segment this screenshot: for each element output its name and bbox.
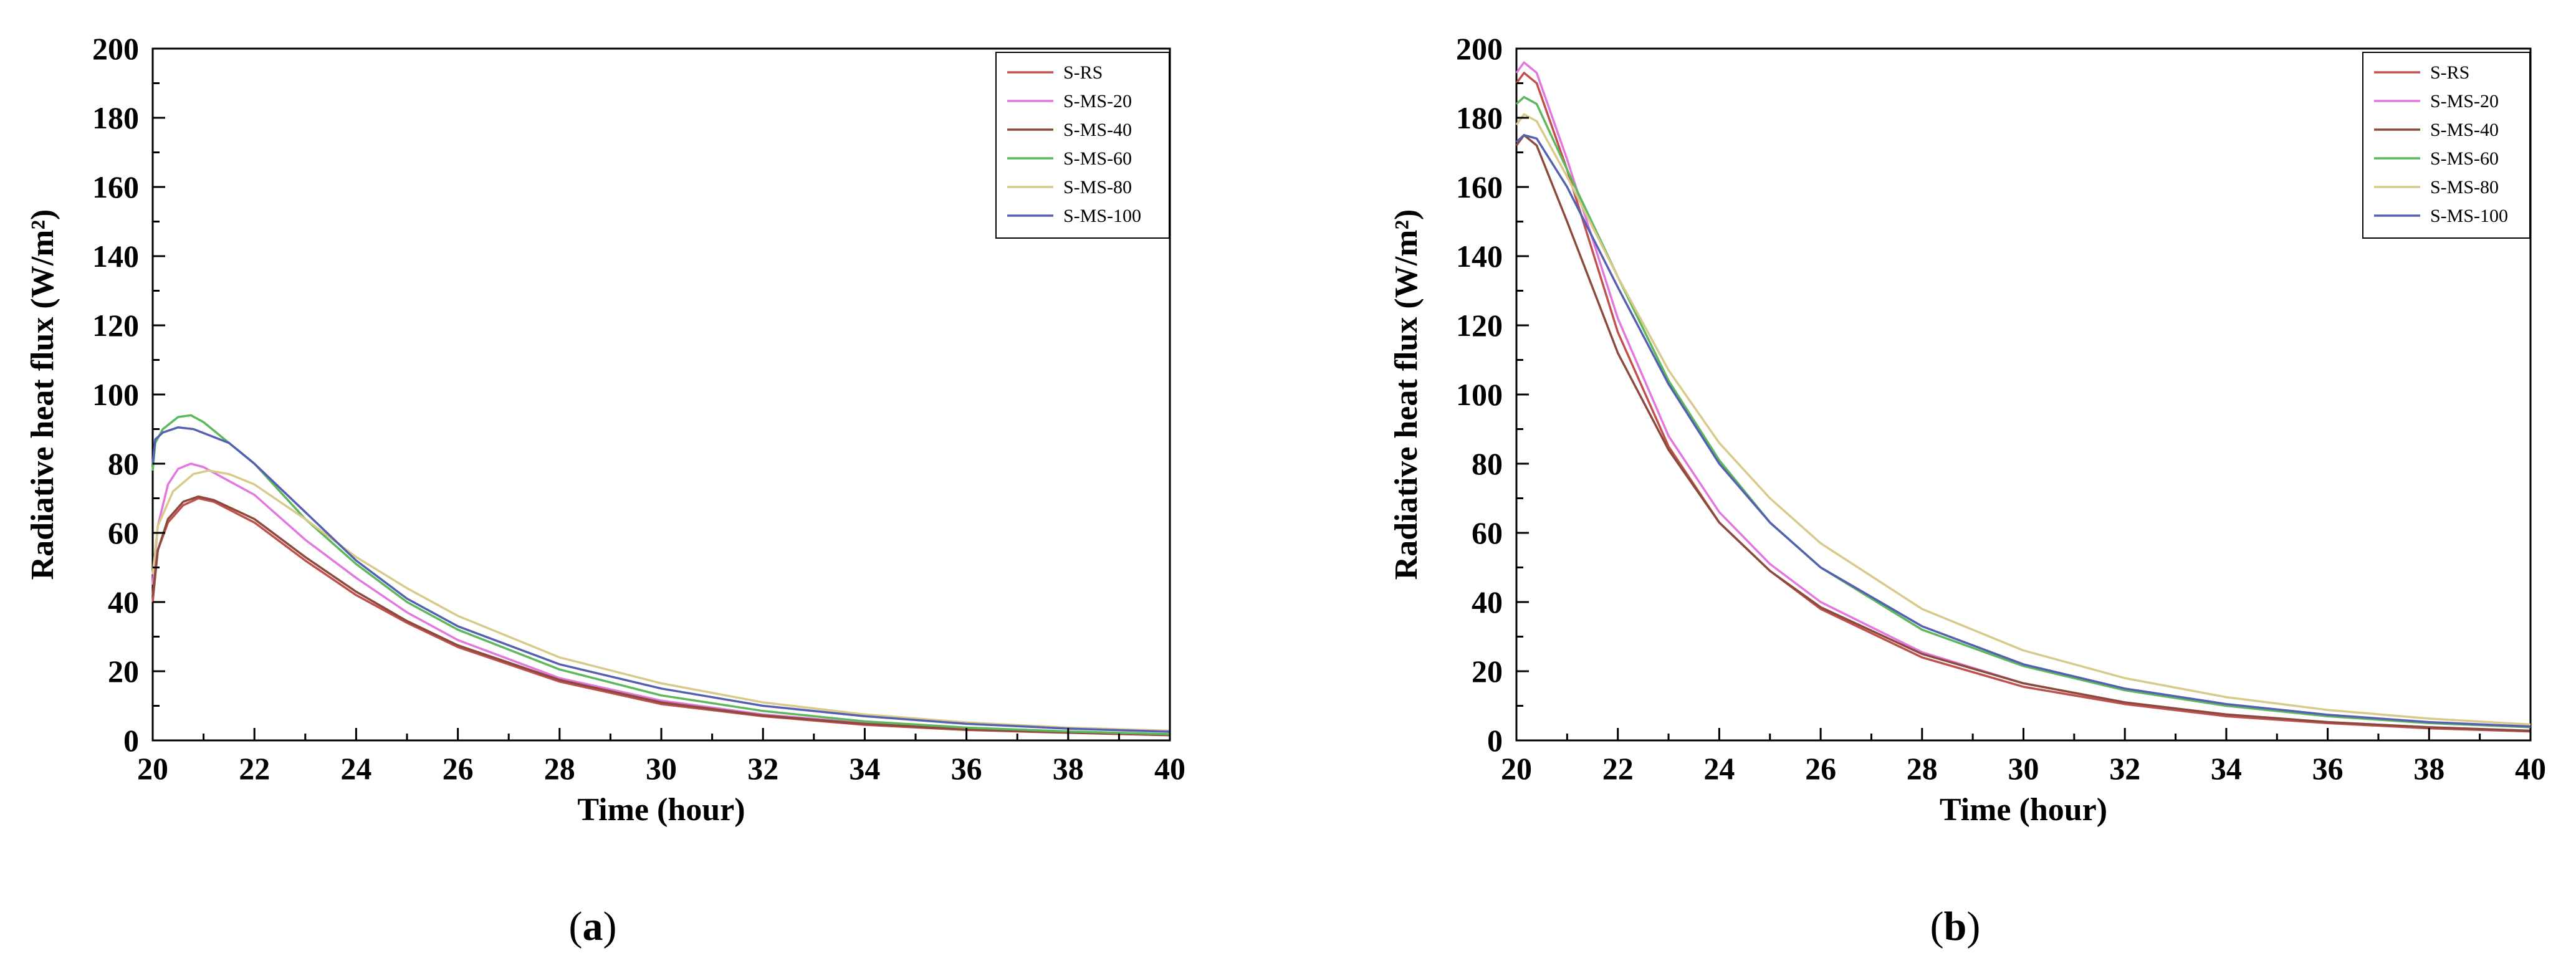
x-tick-label: 38 <box>1053 751 1084 786</box>
x-tick-label: 22 <box>1602 751 1634 786</box>
y-tick-label: 200 <box>1456 31 1503 66</box>
y-tick-label: 100 <box>1456 377 1503 412</box>
chart-panel-b: 20 22 24 26 28 30 32 34 36 38 40020406080100120140… <box>1389 31 2546 949</box>
x-tick-label: 30 <box>2008 751 2039 786</box>
series-line-s-ms-20 <box>151 462 1171 736</box>
y-tick-label: 20 <box>1472 654 1503 689</box>
legend-box <box>2362 52 2531 239</box>
legend-label: S-MS-100 <box>2430 206 2508 226</box>
x-tick-label: 32 <box>747 751 778 786</box>
y-tick-label: 160 <box>92 170 139 204</box>
x-tick-label: 36 <box>2312 751 2344 786</box>
x-tick-label: 40 <box>1154 751 1185 786</box>
y-tick-label: 160 <box>1456 170 1503 204</box>
y-tick-label: 80 <box>1472 446 1503 481</box>
series-line-s-ms-100 <box>151 426 1171 733</box>
series-line-s-ms-80 <box>1515 113 2531 726</box>
series-line-s-ms-80 <box>151 469 1171 732</box>
series-line-s-ms-60 <box>151 414 1171 735</box>
x-tick-label: 32 <box>2109 751 2140 786</box>
x-tick-label: 28 <box>544 751 575 786</box>
y-tick-label: 40 <box>1472 585 1503 619</box>
x-tick-label: 20 <box>137 751 168 786</box>
legend-label: S-MS-60 <box>1063 148 1132 169</box>
legend-label: S-MS-20 <box>2430 91 2499 112</box>
x-tick-label: 24 <box>1703 751 1735 786</box>
x-tick-label: 36 <box>951 751 982 786</box>
x-axis-title: Time (hour) <box>577 792 745 828</box>
y-tick-label: 200 <box>92 31 139 66</box>
y-tick-label: 140 <box>92 239 139 274</box>
y-tick-label: 0 <box>123 723 139 758</box>
y-tick-label: 60 <box>108 515 139 550</box>
legend-label: S-MS-100 <box>1063 206 1141 226</box>
panel-caption-letter: b <box>1944 904 1967 949</box>
series-line-s-ms-100 <box>1515 134 2531 728</box>
x-tick-label: 20 <box>1501 751 1532 786</box>
y-tick-label: 140 <box>1456 239 1503 274</box>
x-axis-title: Time (hour) <box>1940 792 2107 828</box>
y-tick-label: 80 <box>108 446 139 481</box>
legend: S-RS S-MS-20 S-MS-40 S-MS-60 S-MS-80 S-MS-100 <box>995 52 1170 239</box>
legend-label: S-MS-40 <box>1063 120 1132 140</box>
x-tick-label: 40 <box>2515 751 2546 786</box>
x-tick-label: 22 <box>239 751 270 786</box>
y-tick-label: 60 <box>1472 515 1503 550</box>
legend-label: S-RS <box>1063 62 1103 83</box>
x-tick-label: 38 <box>2413 751 2444 786</box>
legend-label: S-MS-40 <box>2430 120 2499 140</box>
panel-caption: (a) <box>569 904 617 949</box>
x-tick-label: 24 <box>340 751 371 786</box>
y-tick-label: 0 <box>1487 723 1503 758</box>
x-tick-label: 30 <box>646 751 677 786</box>
series-line-s-ms-40 <box>151 495 1171 736</box>
series-line-s-ms-40 <box>1515 134 2531 732</box>
legend: S-RS S-MS-20 S-MS-40 S-MS-60 S-MS-80 S-MS-100 <box>2362 52 2531 239</box>
x-tick-label: 34 <box>849 751 880 786</box>
x-tick-label: 26 <box>443 751 474 786</box>
y-axis-title: Radiative heat flux (W/m²) <box>25 209 60 580</box>
y-axis-title: Radiative heat flux (W/m²) <box>1389 209 1424 580</box>
y-tick-label: 100 <box>92 377 139 412</box>
y-tick-label: 120 <box>92 308 139 343</box>
legend-label: S-MS-80 <box>1063 177 1132 198</box>
legend-box <box>995 52 1170 239</box>
y-tick-label: 180 <box>92 100 139 135</box>
x-tick-label: 34 <box>2211 751 2242 786</box>
legend-label: S-MS-60 <box>2430 148 2499 169</box>
legend-label: S-MS-80 <box>2430 177 2499 198</box>
y-tick-label: 120 <box>1456 308 1503 343</box>
x-tick-label: 28 <box>1907 751 1938 786</box>
y-tick-label: 20 <box>108 654 139 689</box>
panel-caption-letter: a <box>583 904 603 949</box>
legend-label: S-MS-20 <box>1063 91 1132 112</box>
chart-panel-a: 20 22 24 26 28 30 32 34 36 38 40020406080100120140… <box>25 31 1185 949</box>
panel-caption: (b) <box>1930 904 1981 949</box>
x-tick-label: 26 <box>1805 751 1836 786</box>
legend-label: S-RS <box>2430 62 2469 83</box>
y-tick-label: 180 <box>1456 100 1503 135</box>
y-tick-label: 40 <box>108 585 139 619</box>
